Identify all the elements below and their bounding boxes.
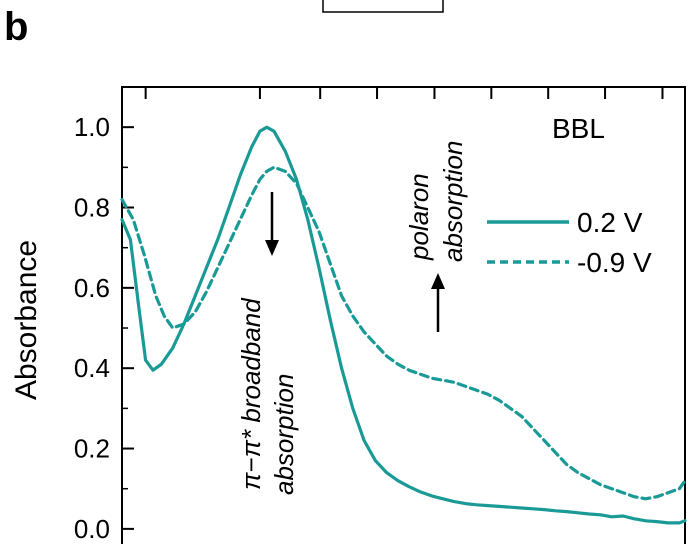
panel-label: b	[4, 5, 28, 49]
y-tick-label: 0.2	[74, 434, 110, 464]
annotation-polaron-line1: polaron	[404, 173, 434, 261]
annotation-polaron: polaron absorption	[404, 141, 468, 332]
legend-entry-0: 0.2 V	[577, 207, 643, 238]
legend-entry-1: -0.9 V	[577, 247, 652, 278]
annotation-broadband: π−π* broadband absorption	[236, 192, 299, 495]
series-line-1	[120, 165, 687, 501]
cropped-box-fragment	[322, 0, 444, 13]
y-axis-title: Absorbance	[10, 240, 43, 400]
y-tick-label: 1.0	[74, 112, 110, 142]
arrow-down-head	[265, 240, 279, 256]
annotation-polaron-line2: absorption	[438, 141, 468, 262]
series-layer	[120, 125, 687, 525]
y-tick-label: 0.4	[74, 353, 110, 383]
x-axis-ticks	[144, 87, 664, 99]
annotation-broadband-line2: absorption	[269, 374, 299, 495]
y-axis-ticks: 0.0 0.2 0.4 0.6 0.8 1.0	[74, 112, 134, 544]
arrow-up-head	[431, 273, 445, 289]
y-tick-label: 0.8	[74, 193, 110, 223]
sample-label: BBL	[552, 113, 605, 144]
annotation-broadband-line1: π−π* broadband	[236, 297, 266, 490]
legend: 0.2 V -0.9 V	[487, 207, 652, 278]
plot-frame	[121, 86, 686, 544]
y-tick-label: 0.6	[74, 273, 110, 303]
series-line-0	[120, 125, 687, 525]
y-tick-label: 0.0	[74, 514, 110, 544]
